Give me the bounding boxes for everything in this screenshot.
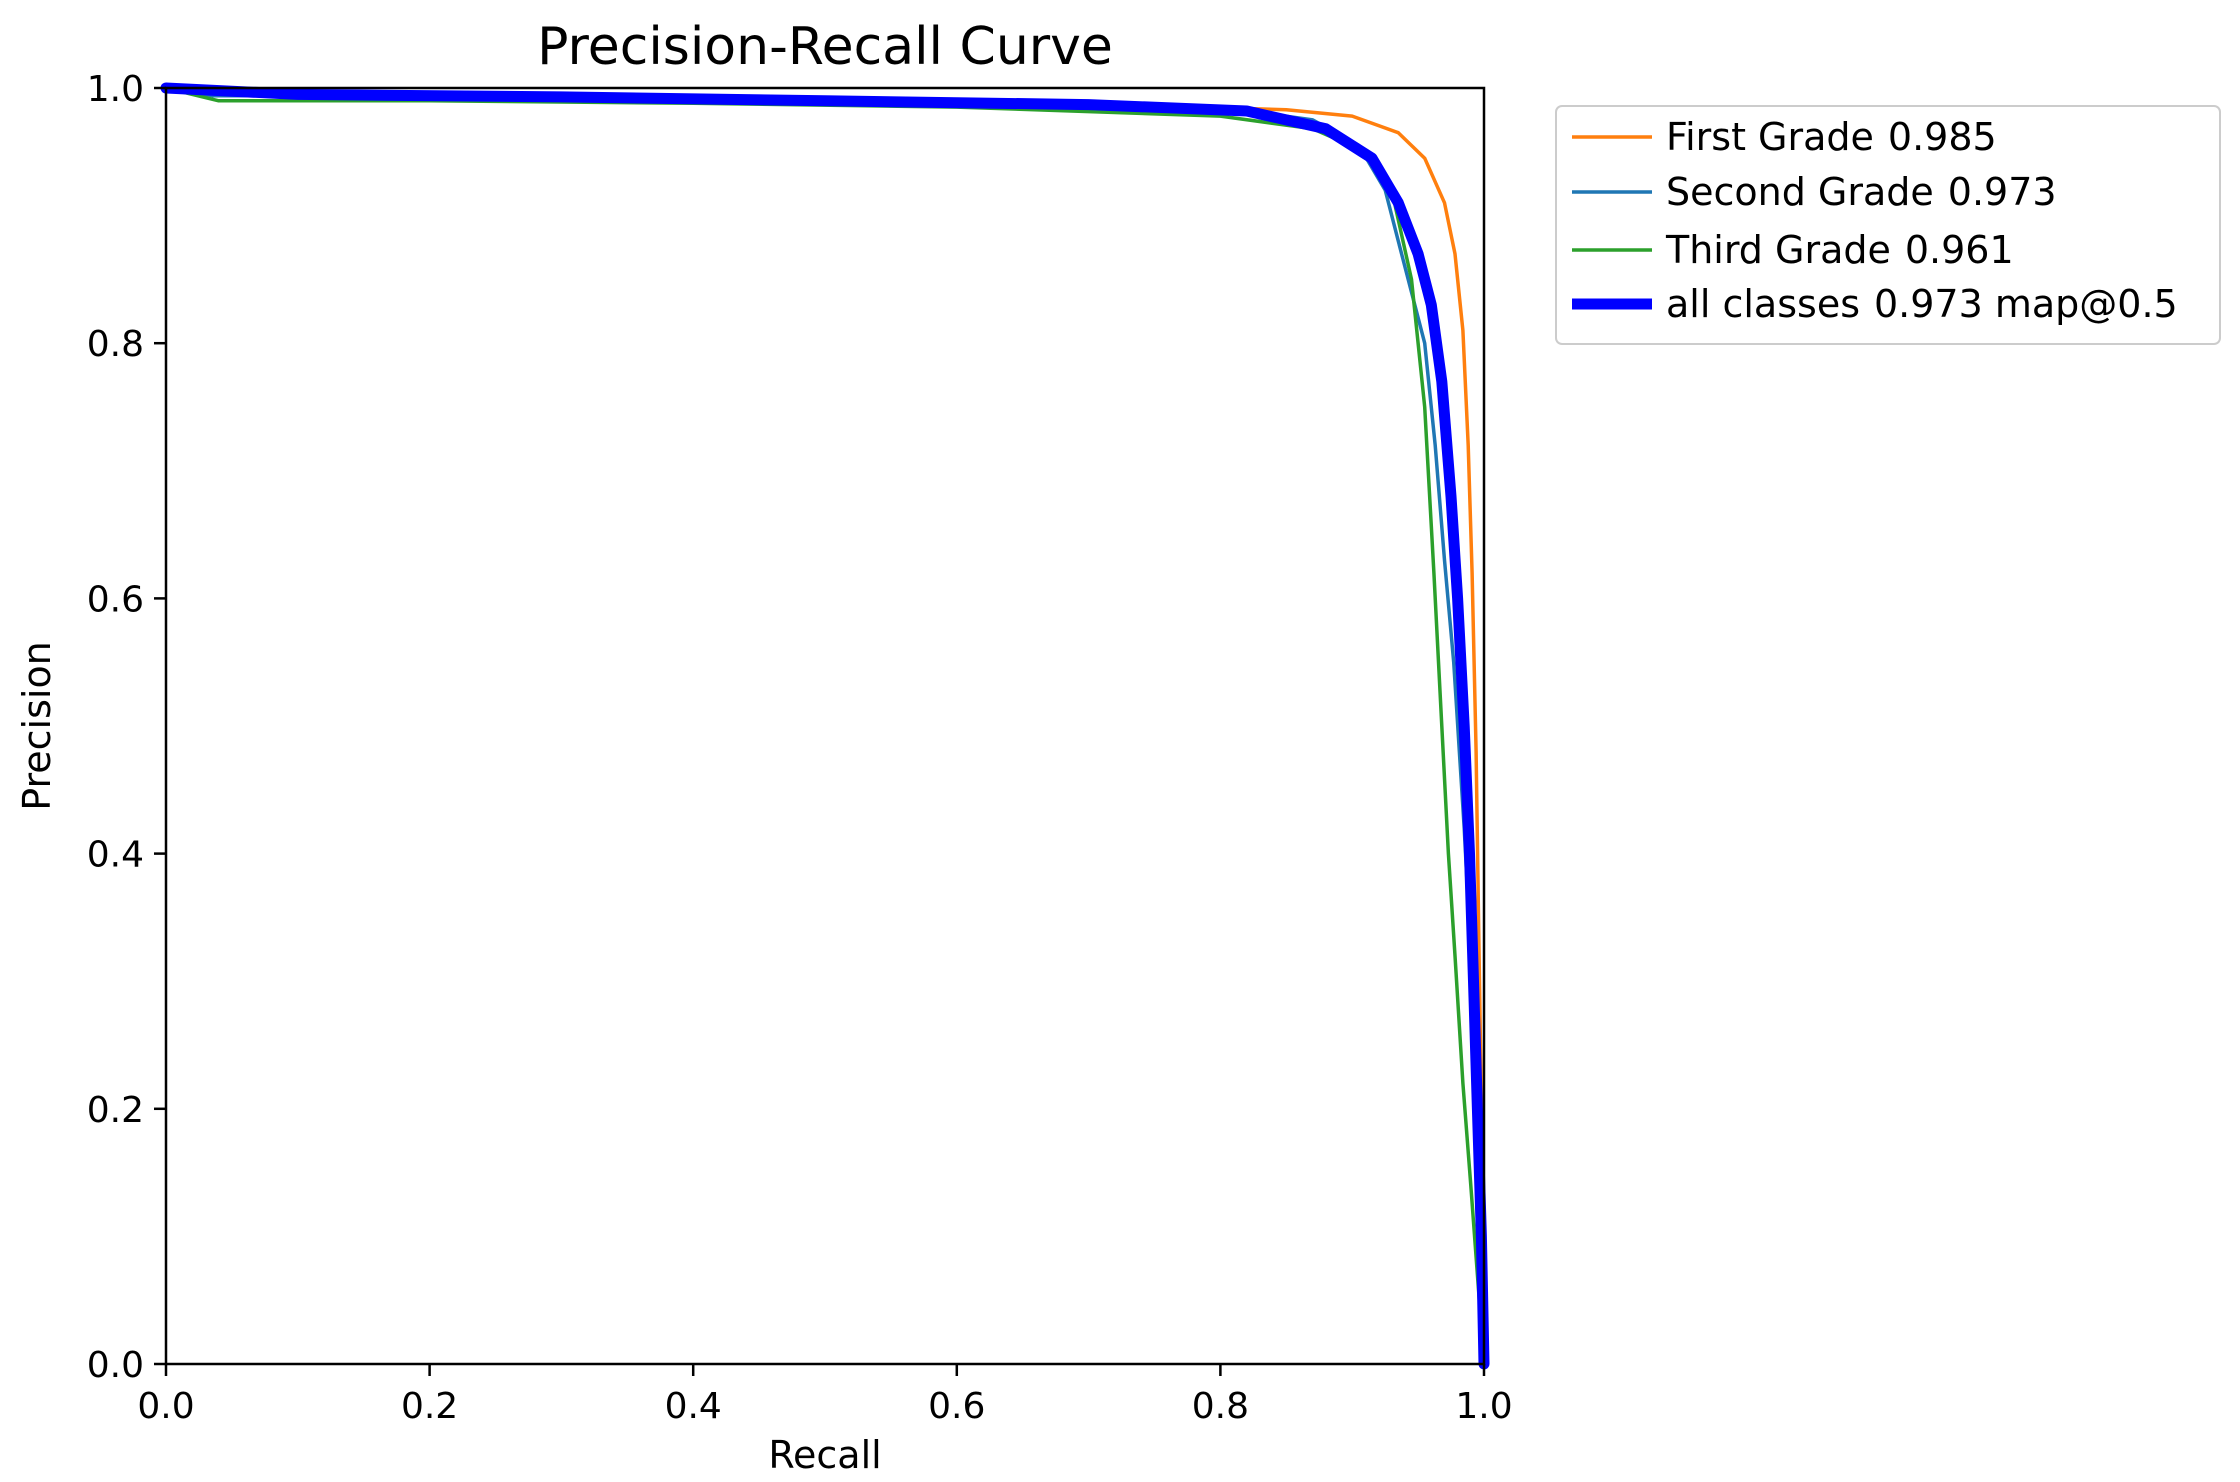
series-line-all-classes — [160, 82, 1490, 1370]
legend-label: Second Grade 0.973 — [1666, 170, 2057, 214]
x-axis-label: Recall — [768, 1433, 881, 1477]
y-tick-label: 0.4 — [87, 835, 144, 876]
plot-area — [160, 82, 1490, 1370]
x-axis-ticks: 0.0 0.2 0.4 0.6 0.8 1.0 — [137, 1364, 1513, 1427]
x-tick-label: 0.8 — [1192, 1386, 1249, 1427]
chart-title: Precision-Recall Curve — [537, 17, 1113, 77]
y-axis-label: Precision — [15, 641, 59, 811]
x-tick-label: 0.2 — [401, 1386, 458, 1427]
legend: First Grade 0.985 Second Grade 0.973 Third G… — [1555, 105, 2221, 345]
x-tick-label: 0.4 — [665, 1386, 722, 1427]
y-tick-label: 0.8 — [87, 324, 144, 365]
legend-label: Third Grade 0.961 — [1665, 228, 2014, 272]
x-tick-label: 0.0 — [137, 1386, 194, 1427]
legend-box — [1555, 105, 2221, 345]
legend-label: all classes 0.973 map@0.5 — [1666, 282, 2178, 326]
legend-label: First Grade 0.985 — [1666, 115, 1997, 159]
y-tick-label: 0.6 — [87, 579, 144, 620]
y-tick-label: 0.2 — [87, 1090, 144, 1131]
x-tick-label: 1.0 — [1455, 1386, 1512, 1427]
axes-frame — [164, 86, 1486, 1366]
x-tick-label: 0.6 — [928, 1386, 985, 1427]
y-tick-label: 1.0 — [87, 69, 144, 110]
y-tick-label: 0.0 — [87, 1345, 144, 1386]
legend-entries: First Grade 0.985 Second Grade 0.973 Third G… — [1572, 115, 2178, 326]
y-axis-ticks: 0.0 0.2 0.4 0.6 0.8 1.0 — [87, 69, 166, 1386]
